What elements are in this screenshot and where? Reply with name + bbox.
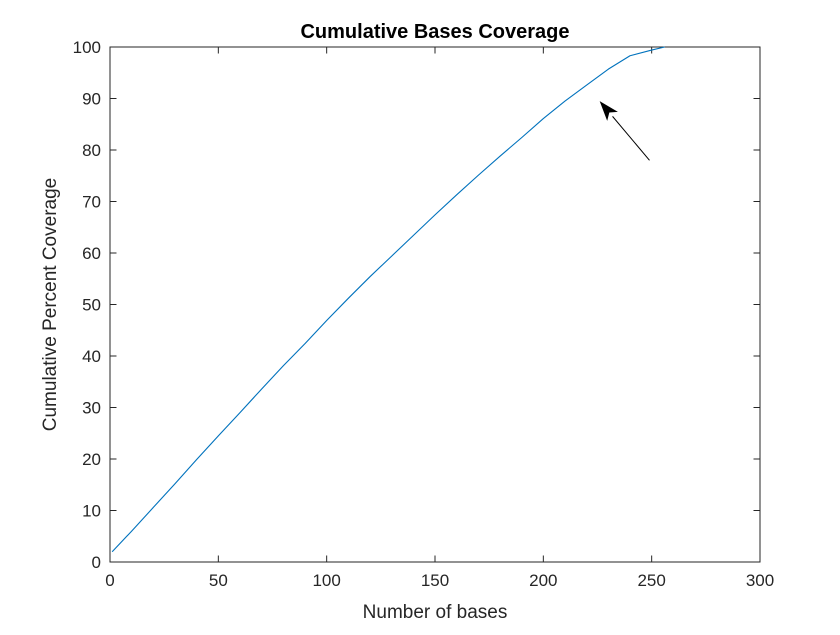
y-tick-label: 90 — [82, 90, 101, 109]
x-tick-label: 300 — [746, 571, 774, 590]
x-tick-label: 50 — [209, 571, 228, 590]
y-tick-label: 60 — [82, 244, 101, 263]
y-tick-label: 50 — [82, 296, 101, 315]
ticks-layer: 0 50 100 150 200 250 300 0 10 20 30 40 50 60 70 80 90 100 — [73, 38, 775, 590]
x-axis-label: Number of bases — [363, 602, 508, 623]
x-tick-label: 200 — [529, 571, 557, 590]
y-tick-label: 70 — [82, 193, 101, 212]
y-axis-label: Cumulative Percent Coverage — [40, 178, 61, 431]
y-tick-label: 30 — [82, 399, 101, 418]
annotation-arrow-shaft — [612, 116, 650, 161]
y-tick-label: 100 — [73, 38, 101, 57]
x-tick-label: 250 — [637, 571, 665, 590]
y-tick-label: 40 — [82, 347, 101, 366]
series-line-0 — [111, 46, 665, 553]
x-tick-label: 100 — [312, 571, 340, 590]
x-tick-label: 150 — [421, 571, 449, 590]
y-tick-label: 10 — [82, 502, 101, 521]
annotation-layer — [599, 101, 650, 161]
y-tick-label: 20 — [82, 450, 101, 469]
chart-title: Cumulative Bases Coverage — [300, 21, 569, 43]
y-tick-label: 0 — [92, 553, 101, 572]
annotation-arrow-head — [599, 101, 618, 121]
plot-area — [109, 46, 761, 563]
data-layer — [111, 46, 665, 553]
y-tick-label: 80 — [82, 141, 101, 160]
x-tick-label: 0 — [105, 571, 114, 590]
